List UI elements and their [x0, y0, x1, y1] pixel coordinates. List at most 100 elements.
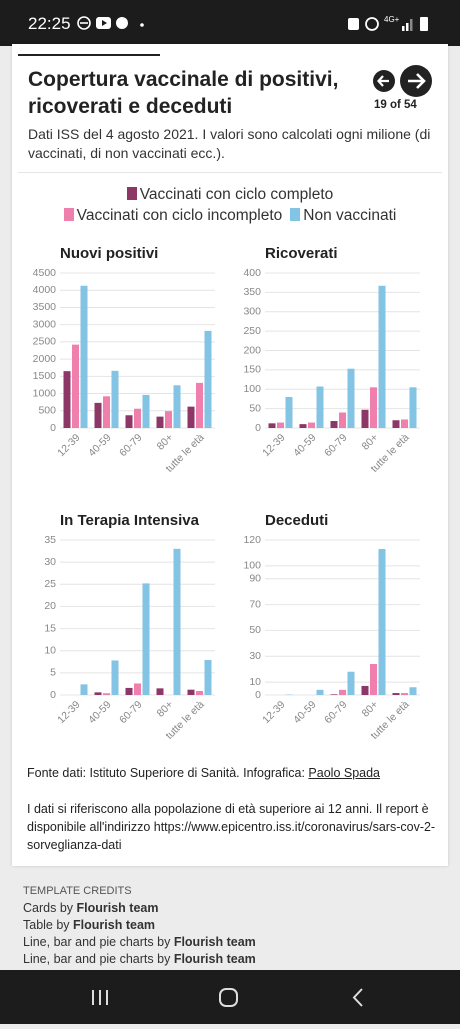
bar [64, 371, 71, 428]
bar [174, 385, 181, 428]
chart: Nuovi positivi05001000150020002500300035… [20, 240, 225, 495]
prev-button[interactable] [373, 70, 395, 92]
notification-icons [76, 14, 166, 34]
legend-label: Vaccinati con ciclo completo [140, 186, 334, 203]
network-type: 4G+ [384, 15, 399, 24]
pager: 19 of 54 [374, 99, 417, 111]
y-tick-label: 5 [50, 667, 56, 679]
y-tick-label: 2500 [33, 336, 57, 348]
note: I dati si riferiscono alla popolazione d… [27, 800, 437, 854]
x-tick-label: 80+ [360, 432, 381, 453]
bar [112, 371, 119, 428]
source-text: Fonte dati: Istituto Superiore di Sanità… [27, 766, 305, 780]
nav-bar [0, 970, 460, 1024]
chart-title: Deceduti [265, 512, 328, 529]
credit-text: Line, bar and pie charts by [23, 935, 170, 949]
y-tick-label: 150 [243, 364, 261, 376]
bar [331, 421, 338, 428]
bar [157, 688, 164, 695]
bar [393, 420, 400, 428]
chart-title: Nuovi positivi [60, 245, 158, 262]
bar [370, 387, 377, 428]
x-tick-label: 60-79 [117, 431, 145, 459]
bar [157, 417, 164, 428]
bar [81, 684, 88, 695]
bar [174, 549, 181, 695]
legend-label: Vaccinati con ciclo incompleto [77, 207, 283, 224]
y-tick-label: 1500 [33, 370, 57, 382]
recents-button[interactable] [93, 990, 107, 1005]
y-tick-label: 25 [44, 578, 56, 590]
credit-author: Flourish team [73, 918, 155, 932]
y-tick-label: 10 [249, 676, 261, 688]
bar [134, 683, 141, 695]
y-tick-label: 50 [249, 624, 261, 636]
y-tick-label: 3000 [33, 318, 57, 330]
x-tick-label: 40-59 [86, 698, 114, 726]
credit-line: Table by Flourish team [23, 917, 443, 934]
bar [103, 693, 110, 695]
bar [165, 411, 172, 428]
bar [339, 690, 346, 695]
y-tick-label: 4000 [33, 284, 57, 296]
credit-author: Flourish team [77, 901, 159, 915]
bar [196, 383, 203, 428]
bar [331, 694, 338, 695]
y-tick-label: 4500 [33, 267, 57, 279]
bar [269, 423, 276, 428]
author-link[interactable]: Paolo Spada [308, 766, 380, 780]
credit-author: Flourish team [174, 952, 256, 966]
bar [126, 688, 133, 695]
y-tick-label: 120 [243, 534, 261, 546]
bar [300, 424, 307, 428]
legend-item: Vaccinati con ciclo incompleto [64, 207, 283, 224]
y-tick-label: 0 [255, 422, 261, 434]
y-tick-label: 15 [44, 622, 56, 634]
back-button[interactable] [354, 989, 362, 1006]
x-tick-label: 12-39 [260, 431, 288, 459]
bar [410, 687, 417, 695]
x-tick-label: 12-39 [55, 698, 83, 726]
credit-text: Cards by [23, 901, 73, 915]
credits-heading: TEMPLATE CREDITS [23, 883, 443, 900]
bar [81, 286, 88, 428]
legend-swatch [64, 208, 74, 221]
y-tick-label: 10 [44, 644, 56, 656]
bar [379, 549, 386, 695]
x-tick-label: 80+ [155, 699, 176, 720]
top-rule [18, 54, 160, 56]
nav-icons [0, 970, 460, 1024]
bar [393, 693, 400, 695]
bar [126, 415, 133, 428]
x-tick-label: 40-59 [291, 698, 319, 726]
y-tick-label: 0 [50, 422, 56, 434]
home-button[interactable] [220, 989, 237, 1006]
x-tick-label: 80+ [360, 699, 381, 720]
credit-line: Line, bar and pie charts by Flourish tea… [23, 934, 443, 951]
bar [362, 686, 369, 695]
bar [401, 693, 408, 695]
x-tick-label: 80+ [155, 432, 176, 453]
bar [410, 387, 417, 428]
y-tick-label: 35 [44, 534, 56, 546]
y-tick-label: 500 [38, 405, 56, 417]
bar [317, 387, 324, 428]
legend-swatch [127, 187, 137, 200]
y-tick-label: 300 [243, 306, 261, 318]
bar [188, 690, 195, 695]
y-tick-label: 250 [243, 325, 261, 337]
credit-author: Flourish team [174, 935, 256, 949]
bar [134, 409, 141, 428]
bar [143, 395, 150, 428]
bar [401, 419, 408, 428]
status-bar: 22:25 4G+ [0, 0, 460, 46]
x-tick-label: 12-39 [260, 698, 288, 726]
y-tick-label: 350 [243, 286, 261, 298]
y-tick-label: 20 [44, 600, 56, 612]
bar [72, 345, 79, 428]
next-button[interactable] [400, 65, 432, 97]
bar [348, 369, 355, 428]
pager-buttons [370, 64, 440, 100]
x-tick-label: 40-59 [291, 431, 319, 459]
